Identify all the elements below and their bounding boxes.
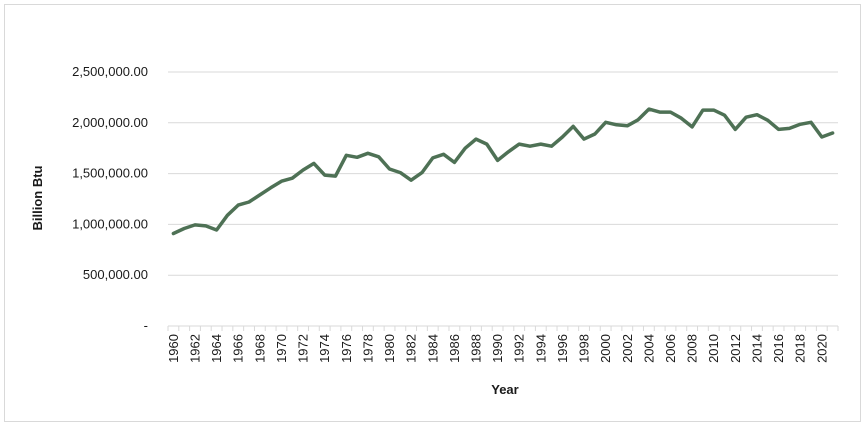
x-tick-label: 1988 [468,334,483,363]
y-tick-label: 500,000.00 [83,267,148,282]
series-layer [171,107,835,236]
chart-frame [4,4,861,422]
x-tick-label: 1966 [231,334,246,363]
x-tick-label: 1982 [404,334,419,363]
x-tick-label: 1998 [577,334,592,363]
series-line [171,107,835,236]
x-tick-label: 2014 [749,334,764,363]
x-tick-label: 1984 [425,334,440,363]
x-tick-label: 2008 [685,334,700,363]
x-tick-label: 1960 [166,334,181,363]
x-tick-label: 1990 [490,334,505,363]
y-tick-label: - [144,318,148,333]
x-tick-label: 1978 [360,334,375,363]
x-tick-label: 1980 [382,334,397,363]
x-tick-label: 1962 [188,334,203,363]
x-tick-label: 2002 [620,334,635,363]
x-tick-label: 1986 [447,334,462,363]
x-tick-label: 1972 [296,334,311,363]
x-tick-label: 1970 [274,334,289,363]
x-tick-label: 1994 [533,334,548,363]
x-tick-label: 2006 [663,334,678,363]
y-tick-label: 1,000,000.00 [72,216,148,231]
x-tick-label: 2000 [598,334,613,363]
gridlines [168,71,838,327]
x-tick-label: 1964 [209,334,224,363]
x-tick-label: 2010 [706,334,721,363]
x-tick-label: 1992 [512,334,527,363]
x-tick-label: 1996 [555,334,570,363]
y-tick-label: 2,000,000.00 [72,115,148,130]
y-axis-title: Billion Btu [30,165,45,230]
x-tick-label: 2016 [771,334,786,363]
x-tick-label: 2020 [814,334,829,363]
x-tick-label: 1976 [339,334,354,363]
y-axis-ticks: - 500,000.00 1,000,000.00 1,500,000.00 2,000… [72,64,148,333]
x-tick-label: 2004 [641,334,656,363]
x-tick-label: 2018 [793,334,808,363]
y-tick-label: 1,500,000.00 [72,166,148,181]
x-axis-title: Year [491,382,518,397]
x-tick-label: 1968 [252,334,267,363]
x-tick-label: 1974 [317,334,332,363]
x-axis-ticks: 1960 1962 1964 1966 1968 1970 1972 1974 1976 1978… [166,326,839,363]
y-tick-label: 2,500,000.00 [72,64,148,79]
x-tick-label: 2012 [728,334,743,363]
